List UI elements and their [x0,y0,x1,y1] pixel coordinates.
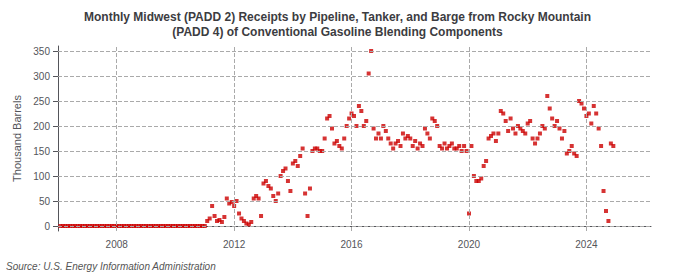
svg-text:Monthly Midwest (PADD 2) Recei: Monthly Midwest (PADD 2) Receipts by Pip… [84,10,591,24]
svg-text:100: 100 [33,171,50,182]
svg-text:(PADD 4) of Conventional Gasol: (PADD 4) of Conventional Gasoline Blendi… [172,25,503,39]
svg-text:0: 0 [44,221,50,232]
svg-text:Thousand Barrels: Thousand Barrels [11,95,23,182]
svg-text:300: 300 [33,71,50,82]
svg-text:350: 350 [33,46,50,57]
svg-text:2020: 2020 [458,239,481,250]
svg-text:2024: 2024 [575,239,598,250]
svg-text:Source: U.S. Energy Informatio: Source: U.S. Energy Information Administ… [6,261,216,272]
svg-text:50: 50 [39,196,51,207]
svg-text:2012: 2012 [223,239,246,250]
svg-text:250: 250 [33,96,50,107]
svg-text:200: 200 [33,121,50,132]
svg-text:150: 150 [33,146,50,157]
svg-text:2008: 2008 [106,239,129,250]
svg-text:2016: 2016 [340,239,363,250]
